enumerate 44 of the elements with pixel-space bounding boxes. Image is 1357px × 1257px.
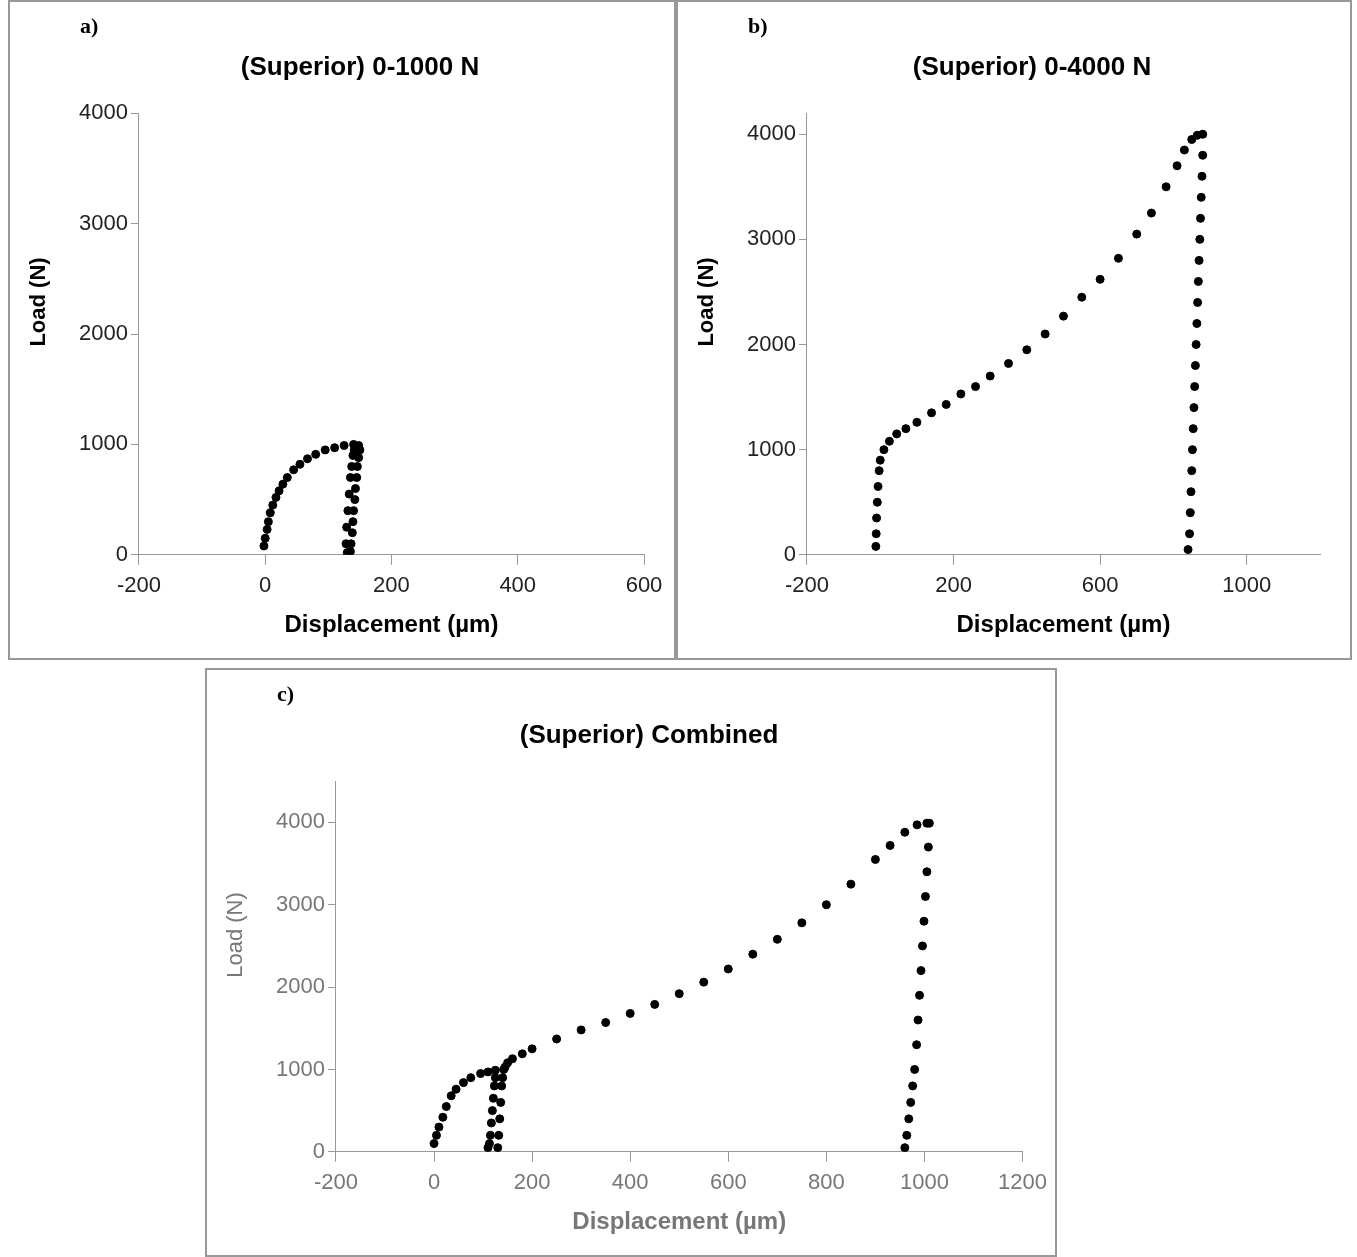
- y-tick-label: 2000: [275, 973, 325, 999]
- y-tick-label: 3000: [78, 209, 128, 235]
- x-tick-label: -200: [116, 572, 161, 598]
- text: c): [277, 680, 295, 706]
- x-tick-label: 600: [709, 1169, 747, 1195]
- y-tick-label: 2000: [78, 320, 128, 346]
- y-tick-label: 4000: [275, 808, 325, 834]
- y-tick-label: 0: [115, 540, 128, 566]
- x-tick-label: 400: [499, 572, 537, 598]
- chart-title: (Superior) 0-1000 N: [240, 50, 480, 81]
- y-tick-label: 3000: [746, 225, 796, 251]
- x-axis-title: Displacement (µm): [956, 610, 1171, 638]
- y-tick-label: 0: [312, 1137, 325, 1163]
- chart-title: (Superior) Combined: [519, 718, 779, 749]
- y-tick-label: 4000: [78, 99, 128, 125]
- y-axis-title: Load (N): [25, 257, 51, 347]
- text: b): [748, 12, 768, 38]
- y-axis-title: Load (N): [693, 257, 719, 347]
- x-tick-label: 0: [259, 572, 272, 598]
- x-tick-label: -200: [313, 1169, 358, 1195]
- y-tick-label: 1000: [78, 430, 128, 456]
- y-tick-label: 2000: [746, 330, 796, 356]
- x-axis-title: Displacement (µm): [284, 610, 499, 638]
- x-tick-label: 0: [427, 1169, 441, 1195]
- y-axis-title: Load (N): [222, 891, 248, 978]
- y-tick-label: 3000: [275, 890, 325, 916]
- x-tick-label: 800: [808, 1169, 845, 1195]
- x-tick-label: 400: [611, 1169, 649, 1195]
- chart-title: (Superior) 0-4000 N: [912, 50, 1152, 81]
- x-tick-label: 200: [935, 572, 972, 598]
- x-tick-label: 1200: [998, 1169, 1048, 1195]
- x-tick-label: 1000: [899, 1169, 949, 1195]
- x-axis-title: Displacement (µm): [572, 1207, 787, 1235]
- y-tick-label: 1000: [746, 435, 796, 461]
- x-tick-label: 200: [373, 572, 410, 598]
- y-tick-label: 1000: [275, 1055, 325, 1081]
- x-tick-label: 200: [513, 1169, 551, 1195]
- x-tick-label: 600: [625, 572, 663, 598]
- x-tick-label: 1000: [1222, 572, 1272, 598]
- text: a): [80, 12, 99, 38]
- y-tick-label: 4000: [746, 120, 796, 146]
- y-tick-label: 0: [783, 540, 796, 566]
- x-tick-label: -200: [784, 572, 829, 598]
- x-tick-label: 600: [1081, 572, 1119, 598]
